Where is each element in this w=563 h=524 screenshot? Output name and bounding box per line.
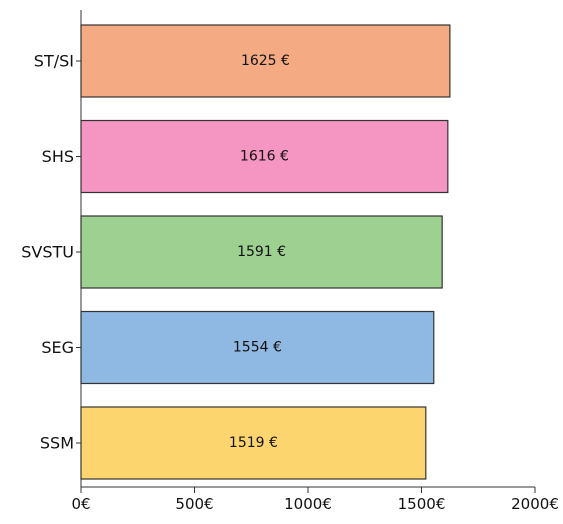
bar-value-label: 1625 € — [241, 53, 290, 69]
category-label: SEG — [41, 338, 74, 357]
x-tick-label: 500€ — [175, 495, 213, 513]
x-tick-label: 0€ — [71, 495, 90, 513]
category-label: SHS — [42, 147, 74, 166]
x-tick-label: 1000€ — [284, 495, 332, 513]
x-tick-label: 2000€ — [511, 495, 559, 513]
bar-value-label: 1591 € — [237, 244, 286, 260]
category-label: ST/SI — [34, 52, 74, 71]
bar-value-label: 1616 € — [240, 149, 289, 165]
bar-value-label: 1554 € — [233, 340, 282, 356]
bar — [80, 119, 449, 194]
category-label: SVSTU — [21, 243, 74, 262]
x-tick-label: 1500€ — [398, 495, 446, 513]
bar — [80, 215, 443, 289]
axis-layer: ST/SI SHS SVSTU SEG SSM 0€ 500€ 1000€ 1500€ 2000€ — [21, 10, 559, 513]
bar — [80, 310, 435, 385]
bar — [80, 406, 427, 480]
category-label: SSM — [40, 434, 74, 453]
bar — [80, 24, 451, 98]
bar-value-label: 1519 € — [229, 435, 278, 451]
bars-layer: 1625 € 1616 € 1591 € 1554 € 1519 € — [80, 24, 451, 480]
